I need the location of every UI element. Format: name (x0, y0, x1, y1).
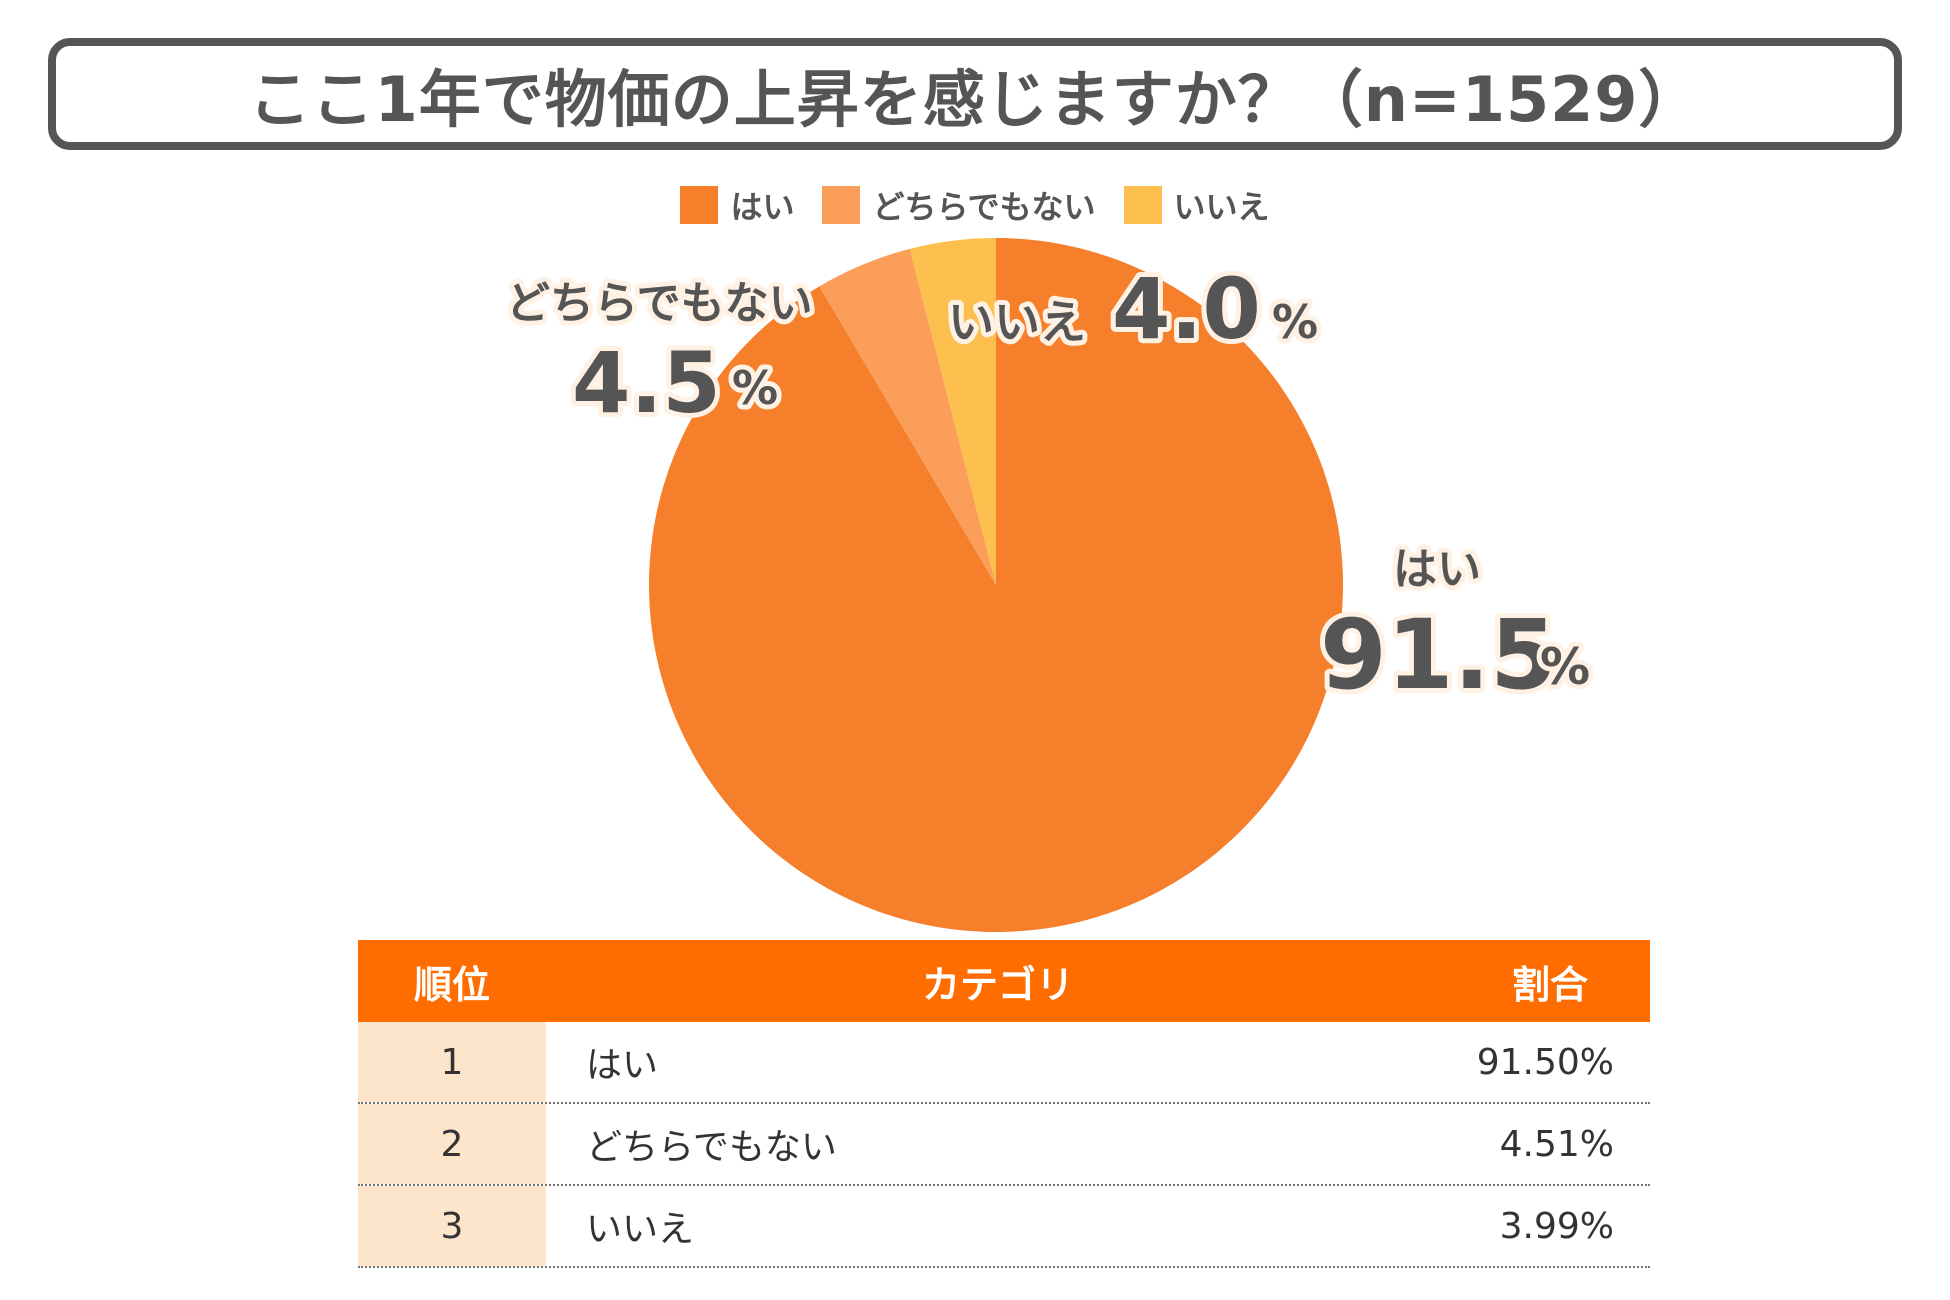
slice-value-no: 4.0 (1112, 260, 1261, 358)
results-table: 順位 カテゴリ 割合 1 はい 91.50% 2 どちらでもない 4.51% 3… (358, 940, 1650, 1268)
legend-swatch-neutral (822, 186, 861, 224)
slice-value-neutral: 4.5 (572, 334, 721, 432)
row-rank: 2 (358, 1104, 546, 1184)
row-category: いいえ (586, 1209, 695, 1250)
legend-item-neutral: どちらでもない (822, 182, 1096, 228)
row-category: はい (586, 1045, 659, 1086)
legend-label-neutral: どちらでもない (872, 188, 1096, 226)
legend-label-no: いいえ (1173, 188, 1270, 226)
slice-label-yes: はい (1393, 544, 1481, 595)
pie-slices (648, 238, 1343, 932)
table-header: 順位 カテゴリ 割合 (358, 940, 1650, 1022)
table-row: 2 どちらでもない 4.51% (358, 1104, 1650, 1186)
legend-label-yes: はい (730, 188, 795, 226)
chart-title: ここ1年で物価の上昇を感じますか？（n=1529） (248, 63, 1702, 136)
slice-label-no: いいえ (948, 295, 1086, 349)
row-ratio: 91.50% (1476, 1041, 1614, 1083)
legend-swatch-no (1123, 186, 1162, 224)
row-rank: 3 (358, 1186, 546, 1266)
table-row: 1 はい 91.50% (358, 1022, 1650, 1104)
legend-item-yes: はい (680, 182, 794, 228)
legend-item-no: いいえ (1123, 182, 1270, 228)
pie-slice-no (909, 238, 996, 585)
slice-percent-yes: % (1540, 638, 1590, 696)
slice-percent-neutral: % (732, 361, 778, 415)
header-ratio: 割合 (1511, 962, 1588, 1007)
row-ratio: 4.51% (1499, 1123, 1614, 1165)
slice-value-yes: 91.5 (1320, 599, 1557, 711)
chart-title-box: ここ1年で物価の上昇を感じますか？（n=1529） (48, 38, 1902, 150)
table-row: 3 いいえ 3.99% (358, 1186, 1650, 1268)
header-category: カテゴリ (921, 962, 1074, 1007)
header-rank: 順位 (413, 962, 490, 1007)
legend: はい どちらでもない いいえ (0, 182, 1950, 228)
row-ratio: 3.99% (1499, 1205, 1614, 1247)
pie-slice-neutral (819, 248, 996, 585)
slice-label-neutral: どちらでもない (506, 278, 813, 329)
slice-percent-no: % (1272, 295, 1318, 349)
legend-swatch-yes (680, 186, 719, 224)
row-rank: 1 (358, 1022, 546, 1102)
row-category: どちらでもない (586, 1127, 837, 1168)
